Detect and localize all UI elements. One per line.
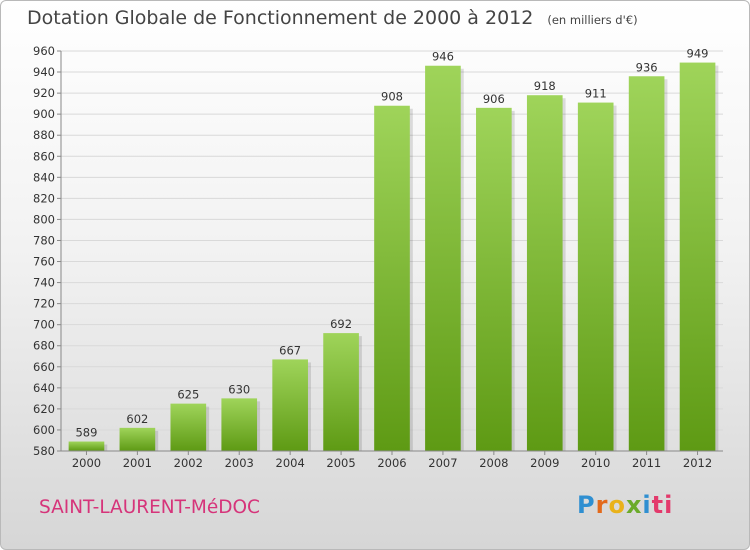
bar-2006: [374, 105, 410, 451]
y-tick-label: 940: [33, 65, 55, 79]
data-label-2010: 911: [585, 87, 607, 101]
data-label-2007: 946: [432, 50, 454, 64]
y-tick-label: 660: [33, 360, 55, 374]
chart-title-text: Dotation Globale de Fonctionnement de 20…: [27, 7, 534, 29]
y-tick-label: 740: [33, 276, 55, 290]
y-tick-label: 700: [33, 318, 55, 332]
data-label-2011: 936: [636, 60, 658, 74]
x-tick-label-2012: 2012: [683, 456, 712, 470]
y-tick-label: 820: [33, 191, 55, 205]
data-label-2012: 949: [687, 47, 709, 61]
x-tick-label-2010: 2010: [581, 456, 610, 470]
y-tick-label: 580: [33, 444, 55, 458]
x-tick-label-2003: 2003: [225, 456, 254, 470]
y-tick-label: 840: [33, 170, 55, 184]
y-tick-label: 920: [33, 86, 55, 100]
x-tick-label-2002: 2002: [174, 456, 203, 470]
data-label-2002: 625: [177, 388, 199, 402]
bar-2003: [221, 398, 258, 451]
y-tick-label: 680: [33, 339, 55, 353]
data-label-2001: 602: [126, 412, 148, 426]
bar-2012: [679, 62, 716, 451]
data-label-2009: 918: [534, 79, 556, 93]
y-tick-label: 860: [33, 149, 55, 163]
x-tick-label-2001: 2001: [123, 456, 152, 470]
bars: [68, 62, 719, 452]
commune-name: SAINT-LAURENT-MéDOC: [39, 497, 260, 518]
y-tick-label: 900: [33, 107, 55, 121]
data-label-2004: 667: [279, 343, 301, 357]
data-label-2005: 692: [330, 317, 352, 331]
y-tick-label: 640: [33, 381, 55, 395]
chart-subtitle: (en milliers d'€): [547, 13, 638, 27]
x-tick-label-2006: 2006: [377, 456, 406, 470]
y-tick-label: 600: [33, 423, 55, 437]
data-label-2008: 906: [483, 92, 505, 106]
axes: [57, 50, 723, 455]
bar-2011: [628, 76, 665, 452]
x-tick-label-2008: 2008: [479, 456, 508, 470]
data-label-2006: 908: [381, 90, 403, 104]
bar-2010: [577, 102, 614, 451]
bar-2009: [526, 95, 563, 452]
y-tick-label: 960: [33, 44, 55, 58]
x-tick-label-2000: 2000: [72, 456, 101, 470]
data-label-2000: 589: [75, 426, 97, 440]
y-tick-label: 880: [33, 128, 55, 142]
bar-2004: [272, 359, 308, 451]
y-tick-label: 620: [33, 402, 55, 416]
y-tick-label: 760: [33, 255, 55, 269]
bar-2001: [119, 427, 156, 451]
x-tick-label-2005: 2005: [326, 456, 355, 470]
x-tick-label-2007: 2007: [428, 456, 457, 470]
bar-2008: [476, 107, 512, 451]
bar-2000: [68, 441, 105, 451]
data-label-2003: 630: [228, 382, 250, 396]
bar-2002: [170, 403, 207, 451]
y-tick-label: 800: [33, 212, 55, 226]
y-tick-label: 780: [33, 233, 55, 247]
x-tick-label-2009: 2009: [530, 456, 559, 470]
x-tick-label-2011: 2011: [632, 456, 661, 470]
bar-2005: [323, 333, 359, 451]
labels: 580 600 620 640 660 680 700 720 740 760 780 800 820 8…: [33, 44, 712, 470]
bar-2007: [425, 65, 461, 451]
y-tick-label: 720: [33, 297, 55, 311]
proxiti-logo: Proxiti: [577, 491, 674, 519]
chart-title: Dotation Globale de Fonctionnement de 20…: [27, 7, 638, 29]
x-tick-label-2004: 2004: [276, 456, 305, 470]
